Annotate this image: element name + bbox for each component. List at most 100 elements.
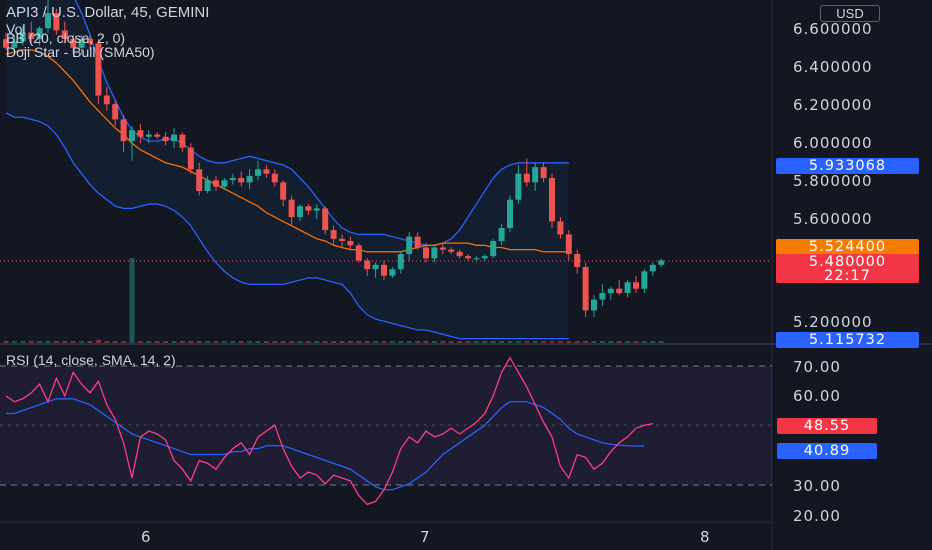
rsi-legend[interactable]: RSI (14, close, SMA, 14, 2) <box>6 352 176 368</box>
candle-body <box>624 282 631 294</box>
candle-body <box>414 236 421 248</box>
volume-bar <box>650 341 656 343</box>
rsi-line <box>5 356 653 506</box>
volume-bar <box>557 341 563 343</box>
volume-bar <box>53 341 59 343</box>
candle-body <box>87 39 93 44</box>
candle-body <box>490 240 497 257</box>
volume-bar <box>431 341 437 343</box>
volume-bar <box>11 341 17 343</box>
candle-body <box>112 104 119 120</box>
candle-body <box>36 28 43 40</box>
price-tick-5-2: 5.200000 <box>793 313 873 331</box>
price-tick-6-2: 6.200000 <box>793 96 873 114</box>
volume-bar <box>121 341 127 343</box>
candle-body <box>523 173 530 183</box>
candle-body <box>465 256 471 259</box>
candle-body <box>70 39 77 48</box>
currency-button[interactable]: USD <box>820 5 880 22</box>
volume-bar <box>247 341 253 343</box>
volume-bar <box>112 341 118 343</box>
candle-body <box>515 173 522 200</box>
candle-body <box>95 43 102 96</box>
volume-bar <box>591 341 597 343</box>
candle-body <box>381 264 387 276</box>
volume-bar <box>263 341 269 343</box>
volume-bar <box>566 341 572 343</box>
volume-bars <box>3 258 664 343</box>
candle-body <box>271 173 278 183</box>
candle-body <box>473 258 480 260</box>
volume-bar <box>473 341 479 343</box>
volume-bar <box>70 341 76 343</box>
rsi-tick-20: 20.00 <box>793 507 841 525</box>
candle-body <box>238 178 245 183</box>
candle-body <box>330 230 337 239</box>
candle-body <box>280 182 287 200</box>
rsi-tick-70: 70.00 <box>793 358 841 376</box>
bb-basis-line <box>5 49 569 253</box>
volume-bar <box>87 341 93 343</box>
volume-bar <box>541 341 547 343</box>
rsi-pane[interactable] <box>0 346 772 522</box>
volume-bar <box>616 341 622 343</box>
candle-body <box>78 39 85 48</box>
candle-body <box>658 260 665 265</box>
price-tick-5-6: 5.600000 <box>793 210 873 228</box>
candle-body <box>213 180 219 187</box>
candle-body <box>431 247 438 259</box>
volume-bar <box>272 341 278 343</box>
candle-body <box>372 264 379 270</box>
volume-bar <box>146 341 152 343</box>
candle-body <box>641 271 648 289</box>
candle-body <box>28 32 35 40</box>
volume-bar <box>163 341 169 343</box>
candle-body <box>61 30 68 40</box>
volume-bar <box>625 341 631 343</box>
doji-legend[interactable]: Doji Star - Bull (SMA50) <box>6 44 155 60</box>
candle-body <box>3 39 9 48</box>
price-tick-5-8: 5.800000 <box>793 172 873 190</box>
volume-bar <box>45 340 51 343</box>
candle-body <box>137 130 144 137</box>
candles <box>3 0 665 317</box>
volume-bar <box>297 341 303 343</box>
volume-bar <box>305 341 311 343</box>
rsi-sma-line <box>6 398 645 491</box>
candle-body <box>649 264 656 272</box>
volume-bar <box>347 341 353 343</box>
candle-body <box>448 249 455 252</box>
candle-body <box>255 169 261 176</box>
volume-bar <box>137 341 143 343</box>
volume-bar <box>79 341 85 343</box>
candle-body <box>532 167 539 183</box>
volume-bar <box>599 341 605 343</box>
bb-lower-line <box>5 112 569 340</box>
candle-body <box>599 293 606 300</box>
volume-bar <box>230 341 236 343</box>
volume-bar <box>482 341 488 343</box>
rsi-tick-60: 60.00 <box>793 387 841 405</box>
volume-bar <box>213 341 219 343</box>
symbol-title[interactable]: API3 / U.S. Dollar, 45, GEMINI <box>6 4 210 21</box>
volume-bar <box>221 341 227 343</box>
volume-bar <box>196 341 202 343</box>
volume-bar <box>289 341 295 343</box>
bb-legend[interactable]: BB (20, close, 2, 0) <box>6 30 126 46</box>
candle-body <box>397 253 404 270</box>
rsi-tick-30: 30.00 <box>793 477 841 495</box>
volume-bar <box>20 341 26 343</box>
candle-body <box>229 178 236 181</box>
price-tick-6-0: 6.000000 <box>793 134 873 152</box>
candle-body <box>305 206 312 211</box>
volume-bar <box>381 341 387 343</box>
volume-bar <box>499 341 505 343</box>
candle-body <box>129 130 135 142</box>
volume-legend[interactable]: Vol <box>6 21 26 37</box>
candle-body <box>633 282 639 289</box>
candle-body <box>246 175 253 183</box>
volume-bar <box>574 341 580 343</box>
candle-body <box>204 180 211 192</box>
volume-bar <box>188 341 194 343</box>
